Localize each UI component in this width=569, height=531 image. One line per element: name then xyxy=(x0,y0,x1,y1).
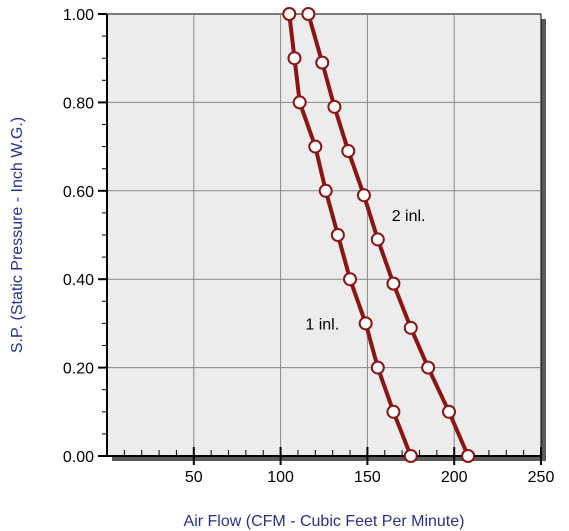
data-point xyxy=(292,95,307,110)
series-labels: 1 inl. 2 inl. xyxy=(305,208,425,333)
y-tick-label: 1.00 xyxy=(63,7,94,24)
data-point xyxy=(341,144,356,159)
plot-area xyxy=(106,13,542,457)
series-lines xyxy=(282,7,476,463)
series-1 xyxy=(282,7,418,463)
data-point xyxy=(370,360,385,375)
x-tick-label: 200 xyxy=(441,469,468,486)
data-point xyxy=(386,404,401,419)
x-tick-label: 250 xyxy=(528,469,555,486)
data-point xyxy=(403,449,418,463)
data-point xyxy=(287,51,302,66)
y-tick-label: 0.60 xyxy=(63,184,94,201)
data-point xyxy=(421,360,436,375)
data-point xyxy=(282,7,297,21)
series-2 xyxy=(301,7,476,463)
data-point xyxy=(356,188,371,203)
data-point xyxy=(370,232,385,247)
data-point xyxy=(403,320,418,335)
data-point xyxy=(327,99,342,114)
grid-lines xyxy=(107,14,541,456)
series-label: 2 inl. xyxy=(392,208,426,225)
x-tick-label: 100 xyxy=(267,469,294,486)
x-axis-title: Air Flow (CFM - Cubic Feet Per Minute) xyxy=(184,513,465,530)
data-point xyxy=(343,272,358,287)
data-point xyxy=(386,276,401,291)
data-point xyxy=(330,228,345,242)
y-axis-title: S.P. (Static Pressure - Inch W.G.) xyxy=(9,117,26,353)
x-tick-label: 50 xyxy=(185,469,203,486)
data-point xyxy=(315,55,330,70)
y-tick-label: 0.20 xyxy=(63,361,94,378)
data-point xyxy=(301,7,316,21)
data-point xyxy=(461,449,476,463)
x-tick-label: 150 xyxy=(354,469,381,486)
data-point xyxy=(308,139,323,154)
y-tick-label: 0.80 xyxy=(63,95,94,112)
series-label: 1 inl. xyxy=(305,316,339,333)
data-point xyxy=(358,316,373,331)
y-tick-label: 0.40 xyxy=(63,272,94,289)
data-point xyxy=(318,183,333,198)
data-point xyxy=(441,404,456,419)
y-tick-label: 0.00 xyxy=(63,449,94,466)
